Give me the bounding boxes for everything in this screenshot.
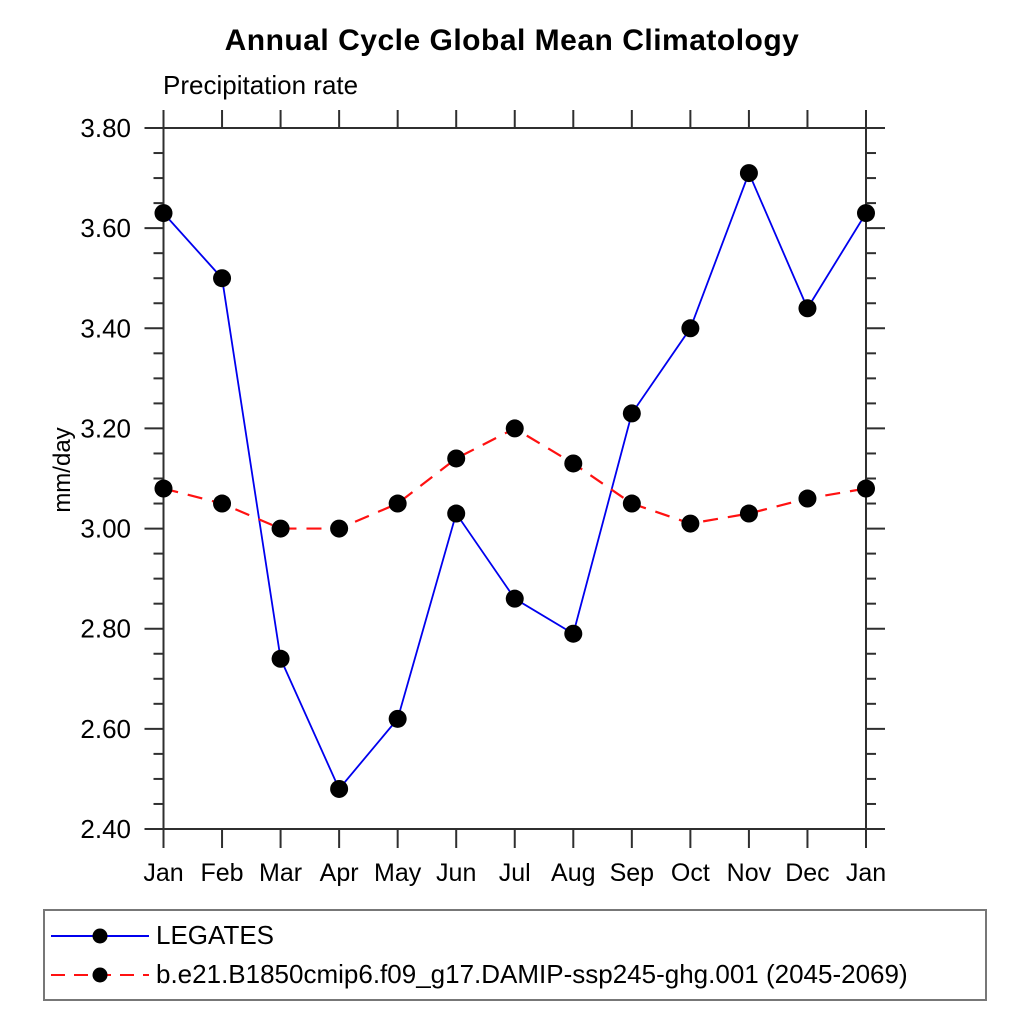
x-tick-label: Jul bbox=[499, 859, 531, 887]
y-tick-label: 3.00 bbox=[80, 514, 131, 544]
data-point-series-1 bbox=[857, 479, 875, 498]
data-point-series-0 bbox=[330, 779, 349, 798]
y-tick-label: 3.60 bbox=[80, 213, 131, 243]
data-point-series-0 bbox=[447, 504, 466, 523]
y-tick-label: 2.40 bbox=[80, 814, 131, 844]
data-point-series-1 bbox=[330, 519, 349, 538]
x-tick-label: May bbox=[374, 859, 422, 887]
data-point-series-0 bbox=[505, 589, 524, 608]
y-tick-label: 3.40 bbox=[80, 313, 131, 343]
chart-title: Annual Cycle Global Mean Climatology bbox=[224, 24, 800, 57]
x-tick-label: Apr bbox=[320, 859, 359, 887]
x-tick-label: Dec bbox=[785, 859, 829, 887]
plot-border bbox=[162, 127, 867, 830]
y-tick-label: 3.20 bbox=[80, 413, 131, 443]
y-tick-label: 2.60 bbox=[80, 714, 131, 744]
data-point-series-1 bbox=[388, 494, 407, 513]
data-point-series-1 bbox=[213, 494, 232, 513]
x-tick-label: Jun bbox=[436, 859, 476, 887]
x-tick-label: Aug bbox=[551, 859, 595, 887]
data-point-series-0 bbox=[564, 624, 583, 643]
y-tick-label: 3.80 bbox=[80, 113, 131, 143]
data-point-series-1 bbox=[505, 419, 524, 438]
legend: LEGATES b.e21.B1850cmip6.f09_g17.DAMIP-s… bbox=[43, 909, 987, 1001]
x-tick-label: Sep bbox=[610, 859, 654, 887]
data-point-series-0 bbox=[622, 404, 641, 423]
data-point-series-0 bbox=[798, 299, 817, 318]
legend-item-legates: LEGATES bbox=[45, 920, 985, 952]
legend-line-sample-dashed bbox=[51, 967, 149, 982]
legend-label-model: b.e21.B1850cmip6.f09_g17.DAMIP-ssp245-gh… bbox=[156, 959, 908, 989]
data-point-series-0 bbox=[739, 164, 758, 183]
x-tick-label: Jan bbox=[143, 859, 183, 887]
data-point-series-1 bbox=[622, 494, 641, 513]
y-tick-label: 2.80 bbox=[80, 614, 131, 644]
x-tick-label: Nov bbox=[727, 859, 772, 887]
series-line-0 bbox=[162, 170, 867, 791]
legend-line-sample-solid bbox=[51, 928, 149, 943]
x-tick-label: Mar bbox=[259, 859, 302, 887]
data-point-series-0 bbox=[271, 649, 290, 668]
data-point-series-0 bbox=[857, 204, 875, 223]
x-tick-label: Jan bbox=[846, 859, 886, 887]
data-point-series-0 bbox=[154, 204, 173, 223]
data-point-series-1 bbox=[154, 479, 173, 498]
data-point-series-0 bbox=[213, 269, 232, 288]
data-point-series-0 bbox=[681, 319, 700, 338]
legend-item-model: b.e21.B1850cmip6.f09_g17.DAMIP-ssp245-gh… bbox=[45, 959, 985, 991]
legend-marker-dot bbox=[92, 928, 108, 943]
data-point-series-1 bbox=[798, 489, 817, 508]
data-point-series-1 bbox=[681, 514, 700, 533]
data-point-series-1 bbox=[564, 454, 583, 473]
data-point-series-1 bbox=[271, 519, 290, 538]
legend-marker-dot bbox=[92, 967, 108, 982]
series-line-1 bbox=[163, 427, 867, 530]
legend-label-legates: LEGATES bbox=[156, 920, 275, 950]
data-point-series-1 bbox=[447, 449, 466, 468]
data-point-series-0 bbox=[388, 709, 407, 728]
chart-subtitle: Precipitation rate bbox=[163, 70, 359, 100]
data-point-series-1 bbox=[739, 504, 758, 523]
x-tick-label: Feb bbox=[200, 859, 243, 887]
x-tick-label: Oct bbox=[671, 859, 710, 887]
